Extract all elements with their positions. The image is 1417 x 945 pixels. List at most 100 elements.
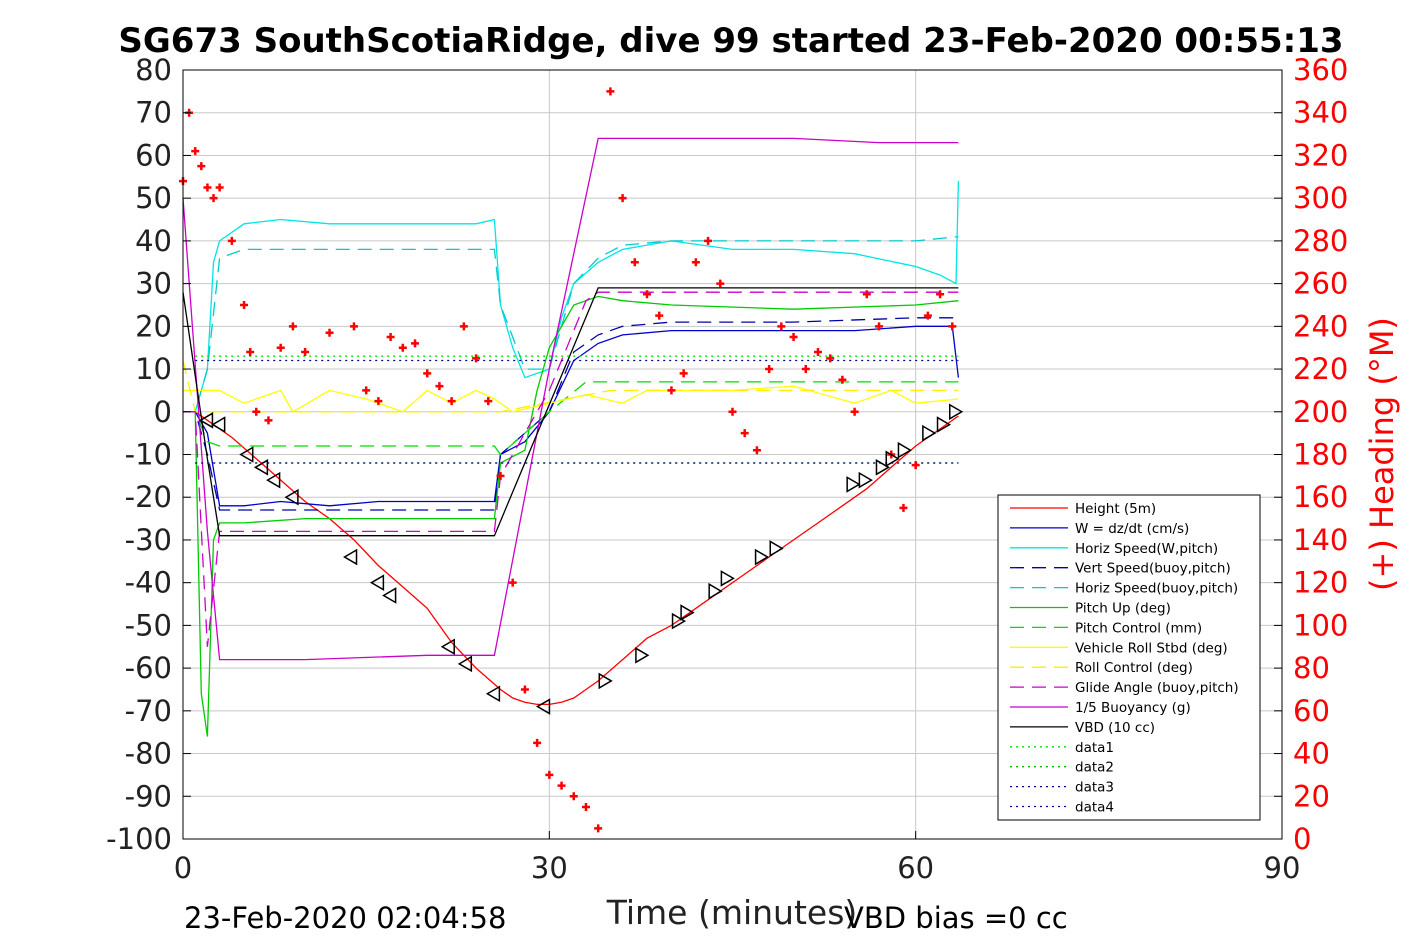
series-line-6 bbox=[183, 381, 959, 456]
legend-label: Horiz Speed(buoy,pitch) bbox=[1075, 581, 1238, 597]
y-tick-label: -80 bbox=[125, 737, 172, 771]
right-y-tick-label: 240 bbox=[1293, 309, 1348, 343]
depth-marker bbox=[440, 638, 455, 656]
heading-point bbox=[740, 429, 749, 438]
heading-point bbox=[533, 738, 542, 747]
legend-entries: Height (5m) W = dz/dt (cm/s) Horiz Speed(W… bbox=[1010, 501, 1239, 816]
heading-point bbox=[581, 802, 590, 811]
heading-point bbox=[325, 328, 334, 337]
legend-label: Vert Speed(buoy,pitch) bbox=[1075, 561, 1231, 577]
depth-marker bbox=[457, 655, 473, 673]
heading-point bbox=[606, 87, 615, 96]
heading-point bbox=[264, 416, 273, 425]
depth-marker bbox=[284, 488, 299, 506]
y-tick-label: -40 bbox=[125, 566, 172, 600]
depth-marker bbox=[343, 548, 358, 566]
heading-point bbox=[447, 397, 456, 406]
y-tick-label: 0 bbox=[154, 395, 172, 429]
heading-point bbox=[936, 290, 945, 299]
right-y-tick-label: 20 bbox=[1293, 779, 1330, 813]
heading-point bbox=[765, 365, 774, 374]
series-line-2 bbox=[183, 181, 960, 413]
right-y-tick-label: 220 bbox=[1293, 352, 1348, 386]
depth-marker bbox=[535, 698, 551, 715]
heading-point bbox=[679, 369, 688, 378]
heading-point bbox=[288, 322, 297, 331]
heading-point bbox=[459, 322, 468, 331]
x-tick-label: 60 bbox=[897, 851, 934, 885]
heading-point bbox=[862, 290, 871, 299]
depth-marker bbox=[382, 587, 397, 604]
legend-label: Pitch Up (deg) bbox=[1075, 601, 1171, 617]
heading-point bbox=[777, 322, 786, 331]
heading-point bbox=[545, 770, 554, 779]
series-line-1 bbox=[183, 325, 960, 507]
depth-marker bbox=[936, 416, 952, 433]
heading-point bbox=[197, 162, 206, 171]
legend-label: data1 bbox=[1075, 740, 1114, 756]
y-tick-label: 50 bbox=[135, 181, 172, 215]
depth-marker bbox=[253, 459, 269, 476]
right-y-tick-label: 260 bbox=[1293, 267, 1348, 301]
legend-label: Height (5m) bbox=[1075, 501, 1156, 517]
depth-marker bbox=[485, 685, 501, 703]
right-y-tick-label: 80 bbox=[1293, 651, 1330, 685]
heading-point bbox=[362, 386, 371, 395]
heading-point bbox=[508, 578, 517, 587]
right-y-tick-label: 200 bbox=[1293, 395, 1348, 429]
depth-marker bbox=[875, 459, 890, 476]
series-line-3 bbox=[183, 317, 959, 511]
right-y-tick-label: 40 bbox=[1293, 737, 1330, 771]
depth-sample-markers bbox=[198, 403, 964, 715]
right-y-tick-label: 0 bbox=[1293, 822, 1311, 856]
depth-marker bbox=[635, 646, 650, 664]
x-tick-label: 0 bbox=[174, 851, 192, 885]
depth-marker bbox=[769, 540, 784, 557]
y-tick-label: 10 bbox=[135, 352, 172, 386]
heading-point bbox=[386, 333, 395, 342]
series-line-0 bbox=[183, 411, 959, 706]
depth-marker bbox=[754, 548, 770, 566]
heading-point bbox=[643, 290, 652, 299]
series-line-5 bbox=[183, 295, 959, 737]
depth-marker bbox=[198, 412, 214, 429]
depth-marker bbox=[211, 416, 226, 433]
heading-point bbox=[618, 194, 627, 203]
heading-point bbox=[850, 407, 859, 416]
heading-point bbox=[655, 311, 664, 320]
series-line-7 bbox=[183, 385, 959, 413]
depth-marker bbox=[266, 471, 281, 489]
series-line-11 bbox=[182, 287, 959, 537]
heading-point bbox=[227, 236, 236, 245]
heading-point bbox=[789, 333, 798, 342]
right-y-axis-ticks: 3603403203002802602402202001801601401201… bbox=[1274, 53, 1348, 856]
x-axis-ticks: 0 30 60 90 bbox=[174, 831, 1301, 885]
depth-marker bbox=[922, 424, 937, 442]
right-y-axis-label: (+) Heading (°M) bbox=[1363, 317, 1401, 591]
y-tick-label: -50 bbox=[125, 608, 172, 642]
legend-label: W = dz/dt (cm/s) bbox=[1075, 521, 1189, 537]
heading-point bbox=[276, 343, 285, 352]
heading-point bbox=[496, 471, 505, 480]
footer-date: 23-Feb-2020 02:04:58 bbox=[184, 901, 506, 935]
left-y-axis-ticks: 80 70 60 50 40 30 20 10 0 -10 -20 -30 -40 -50 -60 -70 -8… bbox=[106, 53, 191, 856]
depth-marker bbox=[239, 446, 254, 463]
y-tick-label: 40 bbox=[135, 224, 172, 258]
heading-point bbox=[203, 183, 212, 192]
y-tick-label: -30 bbox=[125, 523, 172, 557]
x-tick-label: 90 bbox=[1264, 851, 1301, 885]
y-tick-label: 80 bbox=[135, 53, 172, 87]
heading-point bbox=[728, 407, 737, 416]
legend: Height (5m) W = dz/dt (cm/s) Horiz Speed(W… bbox=[997, 494, 1261, 821]
legend-label: Vehicle Roll Stbd (deg) bbox=[1075, 640, 1228, 656]
right-y-tick-label: 140 bbox=[1293, 523, 1348, 557]
legend-label: data2 bbox=[1075, 760, 1114, 776]
heading-point bbox=[557, 781, 566, 790]
right-y-tick-label: 120 bbox=[1293, 566, 1348, 600]
y-tick-label: -20 bbox=[125, 480, 172, 514]
right-y-tick-label: 320 bbox=[1293, 138, 1348, 172]
right-y-tick-label: 280 bbox=[1293, 224, 1348, 258]
heading-point bbox=[301, 347, 310, 356]
x-tick-label: 30 bbox=[531, 851, 568, 885]
right-y-tick-label: 300 bbox=[1293, 181, 1348, 215]
